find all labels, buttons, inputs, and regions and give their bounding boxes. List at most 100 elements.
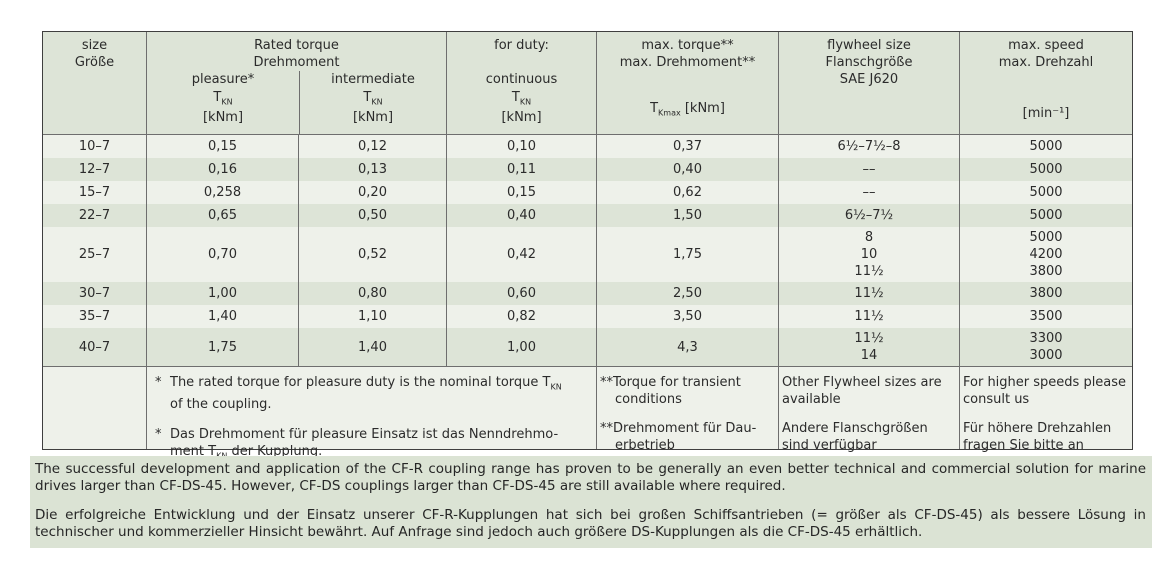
cell-pleasure: 1,75	[146, 328, 298, 366]
header-rated-torque-en: Rated torque	[254, 38, 339, 53]
footnote-speed-en: For higher speeds please consult us	[963, 375, 1127, 407]
header-size: size Größe	[43, 32, 146, 134]
header-flywheel-en: flywheel size	[827, 38, 911, 53]
header-flywheel: flywheel size Flanschgröße SAE J620	[778, 32, 959, 134]
table-row: 12–7 0,16 0,13 0,11 0,40 –– 5000	[43, 158, 1132, 181]
cell-size: 22–7	[78, 208, 111, 223]
cell-max-torque: 0,62	[596, 181, 778, 204]
header-intermediate-label: intermediate	[331, 72, 415, 87]
table-row: 22–7 0,65 0,50 0,40 1,50 6½–7½ 5000	[43, 204, 1132, 227]
header-continuous-label: continuous	[485, 72, 558, 87]
header-max-torque-en: max. torque**	[641, 38, 734, 53]
cell-pleasure: 0,15	[146, 135, 298, 158]
cell-pleasure: 1,00	[146, 282, 298, 305]
footnote-flywheel-en: Other Flywheel sizes are available	[782, 375, 942, 407]
header-max-torque-de: max. Drehmoment**	[619, 55, 756, 70]
footnote-max-torque-de: **Drehmoment für Dau- erbetrieb	[600, 421, 757, 453]
cell-flywheel: ––	[778, 181, 959, 204]
cell-pleasure: 0,16	[146, 158, 298, 181]
header-for-duty: for duty: continuous TKN [kNm]	[446, 32, 596, 134]
cell-max-torque: 0,37	[596, 135, 778, 158]
cell-flywheel: 8 10 11½	[778, 227, 959, 282]
header-continuous-unit: [kNm]	[501, 110, 542, 125]
cell-intermediate: 1,40	[298, 328, 446, 366]
footnote-speed-de: Für höhere Drehzahlen fragen Sie bitte a…	[963, 421, 1112, 453]
cell-continuous: 0,10	[446, 135, 596, 158]
description-en: The successful development and applicati…	[35, 461, 1146, 494]
cell-pleasure: 1,40	[146, 305, 298, 328]
cell-flywheel: 6½–7½	[778, 204, 959, 227]
footnote-rated-en: * The rated torque for pleasure duty is …	[155, 375, 562, 412]
cell-speed: 3800	[959, 282, 1132, 305]
cell-max-torque: 1,75	[596, 227, 778, 282]
footnote-speed: For higher speeds please consult us Für …	[959, 367, 1132, 453]
cell-intermediate: 0,80	[298, 282, 446, 305]
cell-size: 40–7	[78, 339, 111, 355]
cell-size: 30–7	[78, 286, 111, 301]
table-header: size Größe Rated torque Drehmoment pleas…	[43, 32, 1132, 135]
description-de: Die erfolgreiche Entwicklung und der Ein…	[35, 507, 1146, 540]
cell-size: 12–7	[78, 162, 111, 177]
table-row: 10–7 0,15 0,12 0,10 0,37 6½–7½–8 5000	[43, 135, 1132, 158]
cell-speed: 5000	[959, 204, 1132, 227]
table-row: 35–7 1,40 1,10 0,82 3,50 11½ 3500	[43, 305, 1132, 328]
footnote-max-torque: **Torque for transient conditions **Dreh…	[596, 367, 778, 453]
header-pleasure: pleasure* TKN [kNm]	[147, 71, 299, 134]
cell-speed: 5000	[959, 158, 1132, 181]
cell-flywheel: 6½–7½–8	[778, 135, 959, 158]
header-max-speed-en: max. speed	[1008, 38, 1084, 53]
cell-continuous: 1,00	[446, 328, 596, 366]
cell-size: 15–7	[78, 185, 111, 200]
cell-intermediate: 1,10	[298, 305, 446, 328]
footnote-flywheel-de: Andere Flanschgrößen sind verfügbar	[782, 421, 928, 453]
cell-speed: 5000 4200 3800	[959, 227, 1132, 282]
table-footnotes-row: * The rated torque for pleasure duty is …	[43, 366, 1132, 460]
cell-speed: 5000	[959, 135, 1132, 158]
description-paragraphs: The successful development and applicati…	[30, 456, 1152, 548]
cell-continuous: 0,42	[446, 227, 596, 282]
cell-max-torque: 4,3	[596, 328, 778, 366]
cell-max-torque: 1,50	[596, 204, 778, 227]
cell-max-torque: 3,50	[596, 305, 778, 328]
cell-intermediate: 0,52	[298, 227, 446, 282]
cell-speed: 5000	[959, 181, 1132, 204]
header-flywheel-de: Flanschgröße	[825, 55, 913, 70]
cell-pleasure: 0,65	[146, 204, 298, 227]
footnote-max-torque-en: **Torque for transient conditions	[600, 375, 741, 407]
coupling-specs-table: size Größe Rated torque Drehmoment pleas…	[42, 31, 1133, 460]
header-max-speed-unit: [min⁻¹]	[1022, 106, 1070, 121]
cell-size: 25–7	[78, 247, 111, 262]
cell-size: 35–7	[78, 309, 111, 324]
cell-max-torque: 2,50	[596, 282, 778, 305]
header-intermediate-symbol: TKN	[363, 90, 383, 107]
header-intermediate-unit: [kNm]	[352, 110, 394, 125]
header-flywheel-sae: SAE J620	[839, 72, 899, 87]
cell-continuous: 0,11	[446, 158, 596, 181]
header-intermediate: intermediate TKN [kNm]	[299, 71, 446, 134]
cell-speed: 3500	[959, 305, 1132, 328]
table-row: 25–7 0,70 0,52 0,42 1,75 8 10 11½ 5000 4…	[43, 227, 1132, 282]
cell-size: 10–7	[78, 139, 111, 154]
footnote-empty-cell	[43, 367, 146, 449]
cell-flywheel: 11½	[778, 282, 959, 305]
header-for-duty-label: for duty:	[494, 38, 549, 53]
header-max-speed-de: max. Drehzahl	[998, 55, 1094, 70]
asterisk-marker: *	[155, 375, 162, 390]
cell-continuous: 0,60	[446, 282, 596, 305]
footnote-flywheel: Other Flywheel sizes are available Ander…	[778, 367, 959, 453]
header-pleasure-symbol: TKN	[213, 90, 233, 107]
cell-speed: 3300 3000	[959, 328, 1132, 366]
header-pleasure-unit: [kNm]	[202, 110, 244, 125]
header-size-de: Größe	[74, 55, 115, 70]
table-row: 30–7 1,00 0,80 0,60 2,50 11½ 3800	[43, 282, 1132, 305]
header-rated-torque-de: Drehmoment	[253, 55, 340, 70]
header-rated-torque-group: Rated torque Drehmoment pleasure* TKN [k…	[146, 32, 446, 134]
table-row: 15–7 0,258 0,20 0,15 0,62 –– 5000	[43, 181, 1132, 204]
cell-continuous: 0,15	[446, 181, 596, 204]
header-size-en: size	[81, 38, 108, 53]
asterisk-marker: *	[155, 426, 162, 442]
header-max-torque-symbol: TKmax [kNm]	[650, 101, 725, 118]
cell-continuous: 0,82	[446, 305, 596, 328]
header-continuous-symbol: TKN	[511, 90, 532, 107]
